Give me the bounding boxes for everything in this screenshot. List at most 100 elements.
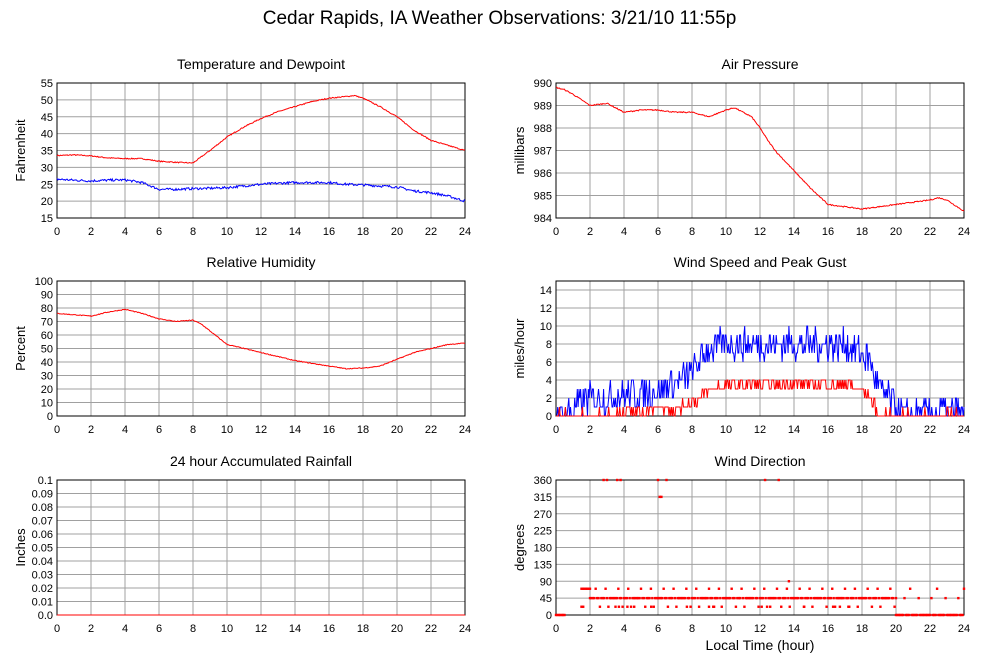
scatter-point: [710, 596, 714, 600]
scatter-point: [617, 587, 620, 590]
scatter-point: [563, 613, 566, 617]
x-tick-label: 0: [54, 226, 60, 238]
scatter-point: [801, 596, 804, 600]
y-tick-label: 60: [41, 330, 53, 342]
scatter-point: [642, 596, 646, 600]
chart-4: 0 2 4 6 8 10 12 14 16 18 20 22 240.00.010.020.030.04…: [13, 453, 471, 635]
scatter-point: [772, 596, 776, 600]
scatter-point: [884, 596, 888, 600]
scatter-point: [775, 587, 779, 590]
scatter-point: [618, 596, 621, 600]
scatter-point: [818, 596, 821, 600]
x-tick-label: 16: [323, 226, 335, 238]
scatter-point: [845, 596, 848, 600]
y-tick-label: 80: [41, 303, 53, 315]
scatter-point: [934, 613, 937, 617]
scatter-point: [889, 587, 892, 590]
scatter-point: [788, 605, 791, 608]
scatter-point: [849, 596, 852, 600]
scatter-point: [632, 596, 636, 600]
x-tick-label: 18: [357, 424, 369, 436]
scatter-point: [663, 596, 667, 600]
series-line-1: [56, 177, 466, 203]
y-tick-label: 15: [41, 213, 53, 225]
scatter-point: [760, 596, 763, 600]
x-tick-label: 6: [655, 226, 661, 238]
scatter-point: [869, 596, 872, 600]
x-tick-label: 6: [156, 623, 162, 635]
x-tick-label: 10: [221, 226, 233, 238]
scatter-point: [907, 613, 910, 617]
scatter-point: [957, 596, 960, 600]
scatter-point: [635, 596, 638, 600]
scatter-point: [794, 596, 797, 600]
y-tick-label: 100: [35, 276, 53, 288]
scatter-point: [649, 587, 653, 590]
scatter-point: [771, 596, 774, 600]
scatter-point: [961, 613, 964, 617]
scatter-point: [713, 596, 716, 600]
scatter-point: [727, 596, 731, 600]
scatter-point: [874, 596, 878, 600]
scatter-point: [716, 596, 719, 600]
y-tick-label: 986: [534, 168, 552, 180]
scatter-point: [653, 596, 657, 600]
scatter-point: [873, 596, 876, 600]
y-tick-label: 70: [41, 317, 53, 329]
scatter-point: [840, 596, 844, 600]
x-tick-label: 8: [689, 424, 695, 436]
scatter-point: [602, 478, 605, 482]
scatter-point: [804, 596, 807, 600]
y-tick-label: 987: [534, 146, 552, 158]
scatter-point: [855, 596, 858, 600]
scatter-point: [816, 596, 820, 600]
scatter-point: [614, 596, 617, 600]
scatter-point: [780, 605, 783, 608]
scatter-point: [627, 587, 630, 590]
x-tick-label: 20: [391, 623, 403, 635]
scatter-point: [658, 495, 661, 499]
scatter-point: [862, 596, 865, 600]
scatter-point: [853, 587, 857, 590]
x-tick-label: 14: [289, 623, 301, 635]
scatter-point: [687, 596, 691, 600]
x-tick-label: 4: [621, 226, 627, 238]
chart-title: Wind Direction: [714, 453, 805, 469]
y-tick-label: 30: [41, 371, 53, 383]
scatter-point: [699, 596, 702, 600]
scatter-point: [944, 596, 947, 600]
scatter-point: [791, 596, 794, 600]
scatter-point: [738, 596, 742, 600]
y-tick-label: 989: [534, 101, 552, 113]
scatter-point: [754, 596, 757, 600]
scatter-point: [765, 605, 769, 608]
scatter-point: [896, 613, 899, 617]
x-tick-label: 4: [621, 623, 627, 635]
scatter-point: [733, 596, 736, 600]
scatter-point: [685, 587, 688, 590]
chart-title: Air Pressure: [721, 56, 798, 72]
scatter-point: [621, 605, 624, 608]
scatter-point: [866, 587, 869, 590]
x-tick-label: 6: [655, 424, 661, 436]
x-tick-label: 20: [391, 226, 403, 238]
scatter-point: [833, 605, 837, 608]
chart-1: 0 2 4 6 8 10 12 14 16 18 20 22 249849859869879889899…: [512, 56, 970, 238]
scatter-point: [600, 596, 603, 600]
scatter-point: [616, 478, 619, 482]
scatter-point: [831, 587, 834, 590]
scatter-point: [803, 605, 806, 608]
scatter-point: [707, 587, 711, 590]
scatter-point: [590, 596, 593, 600]
y-tick-label: 10: [41, 398, 53, 410]
scatter-point: [675, 605, 678, 608]
scatter-point: [811, 605, 814, 608]
x-tick-label: 12: [754, 424, 766, 436]
scatter-point: [672, 587, 675, 590]
scatter-point: [808, 587, 811, 590]
scatter-point: [856, 605, 859, 608]
scatter-point: [767, 596, 770, 600]
x-tick-label: 24: [958, 226, 970, 238]
y-tick-label: 10: [540, 321, 552, 333]
y-tick-label: 2: [546, 393, 552, 405]
